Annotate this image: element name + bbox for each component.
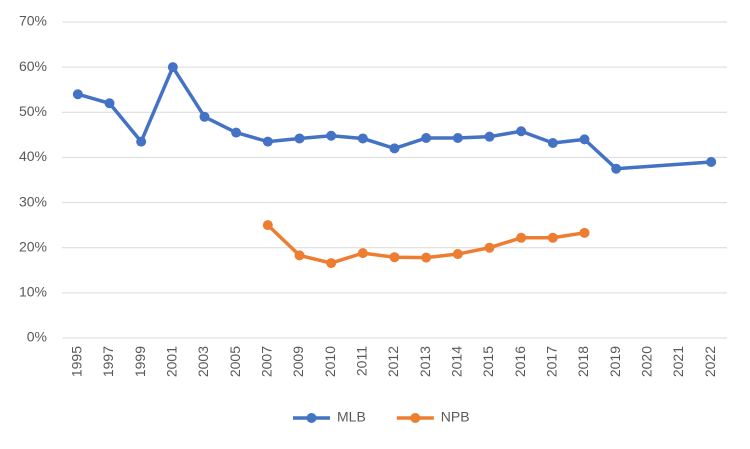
data-point	[547, 137, 558, 148]
x-tick-label: 2005	[227, 346, 243, 377]
data-point	[579, 134, 590, 145]
y-tick-label: 20%	[19, 238, 47, 254]
data-point	[167, 62, 178, 73]
data-point	[326, 258, 337, 269]
data-point	[452, 133, 463, 144]
y-tick-label: 30%	[19, 193, 47, 209]
data-point	[357, 133, 368, 144]
data-point	[199, 111, 210, 122]
data-point	[547, 232, 558, 243]
data-point	[611, 163, 622, 174]
x-tick-label: 2021	[670, 346, 686, 377]
y-tick-label: 60%	[19, 58, 47, 74]
y-tick-label: 10%	[19, 284, 47, 300]
x-tick-label: 2007	[259, 346, 275, 377]
x-tick-label: 1995	[69, 346, 85, 377]
y-tick-label: 70%	[19, 13, 47, 29]
data-point	[421, 133, 432, 144]
x-tick-label: 2019	[607, 346, 623, 377]
x-tick-label: 2003	[195, 346, 211, 377]
data-point	[357, 248, 368, 259]
legend-marker	[410, 413, 421, 423]
data-point	[484, 131, 495, 142]
x-tick-label: 2017	[544, 346, 560, 377]
x-tick-label: 1999	[132, 346, 148, 377]
y-tick-label: 40%	[19, 148, 47, 164]
data-point	[262, 220, 273, 231]
data-point	[452, 249, 463, 260]
data-point	[231, 127, 242, 138]
x-tick-label: 2001	[164, 346, 180, 377]
legend-marker	[306, 413, 317, 423]
legend-label: NPB	[441, 409, 470, 425]
data-point	[484, 242, 495, 253]
data-point	[516, 232, 527, 243]
series-line	[77, 65, 712, 171]
data-point	[72, 89, 83, 100]
data-point	[579, 227, 590, 238]
data-point	[706, 156, 717, 167]
data-point	[262, 136, 273, 147]
x-tick-label: 2013	[417, 346, 433, 377]
data-point	[136, 136, 147, 147]
x-tick-label: 2012	[385, 346, 401, 377]
x-tick-label: 2018	[575, 346, 591, 377]
x-tick-label: 2009	[290, 346, 306, 377]
x-tick-label: 2011	[354, 346, 370, 376]
x-tick-label: 2010	[322, 346, 338, 377]
x-tick-label: 2022	[702, 346, 718, 377]
data-point	[294, 133, 305, 144]
data-point	[389, 252, 400, 263]
x-tick-label: 2016	[512, 346, 528, 377]
data-point	[104, 98, 115, 109]
y-tick-label: 0%	[27, 329, 47, 345]
x-tick-label: 2014	[449, 346, 465, 377]
data-point	[294, 250, 305, 261]
legend-label: MLB	[337, 409, 366, 425]
data-point	[389, 143, 400, 154]
x-tick-label: 2015	[480, 346, 496, 377]
x-tick-label: 1997	[100, 346, 116, 377]
x-tick-label: 2020	[639, 346, 655, 377]
data-point	[516, 126, 527, 137]
y-tick-label: 50%	[19, 103, 47, 119]
data-point	[326, 130, 337, 141]
data-point	[421, 252, 432, 263]
